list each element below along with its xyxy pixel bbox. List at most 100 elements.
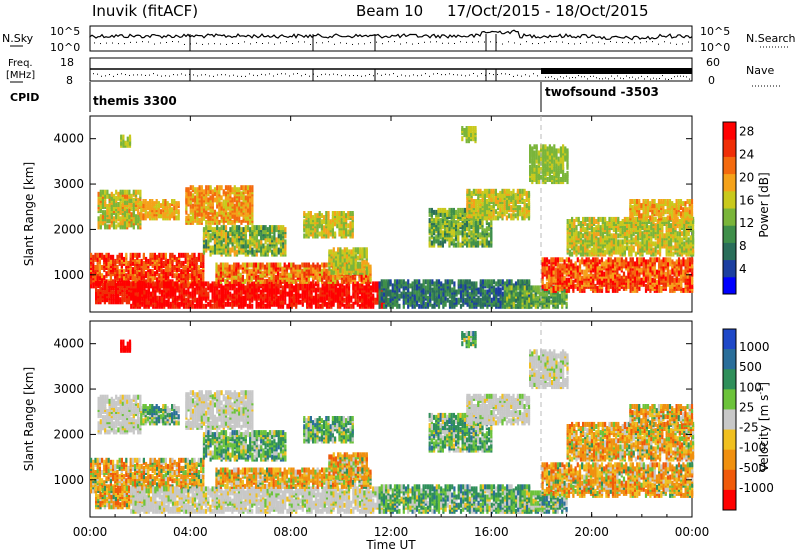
power-cell bbox=[172, 281, 174, 286]
power-cell bbox=[363, 285, 365, 290]
nsearch-dot bbox=[376, 42, 377, 43]
power-cell bbox=[381, 292, 383, 297]
power-cell bbox=[462, 279, 464, 284]
power-cell bbox=[209, 283, 211, 288]
power-cell bbox=[425, 285, 427, 290]
power-cell bbox=[490, 205, 492, 210]
power-cell bbox=[190, 300, 192, 305]
power-cell bbox=[310, 265, 312, 270]
nave-dot bbox=[677, 76, 678, 77]
power-cell bbox=[482, 191, 484, 196]
power-cell bbox=[264, 265, 266, 270]
power-cell bbox=[137, 298, 139, 303]
power-cell bbox=[231, 265, 233, 270]
nave-dot bbox=[481, 73, 482, 74]
nsky-trace bbox=[90, 30, 692, 51]
power-cell bbox=[284, 227, 286, 232]
power-cell bbox=[192, 204, 194, 209]
power-cell bbox=[163, 281, 165, 286]
power-cell bbox=[240, 185, 242, 190]
power-cell bbox=[288, 273, 290, 278]
power-cell bbox=[383, 304, 385, 309]
power-cell bbox=[447, 298, 449, 303]
nave-dot bbox=[563, 77, 564, 78]
power-cell bbox=[167, 201, 169, 206]
power-cell bbox=[141, 281, 143, 286]
power-cell bbox=[188, 187, 190, 192]
nave-dot bbox=[626, 76, 627, 77]
power-cell bbox=[257, 275, 259, 280]
power-cell bbox=[185, 265, 187, 270]
nave-dot bbox=[297, 73, 298, 74]
nave-dot bbox=[465, 75, 466, 76]
nsearch-dot bbox=[436, 41, 437, 42]
power-cell bbox=[260, 225, 262, 230]
power-cell bbox=[350, 249, 352, 254]
power-cell bbox=[265, 246, 267, 251]
power-cell bbox=[212, 227, 214, 232]
power-cell bbox=[267, 283, 269, 288]
nave-dot bbox=[205, 74, 206, 75]
power-cell bbox=[134, 253, 136, 258]
power-cell bbox=[127, 137, 129, 142]
power-cell bbox=[381, 279, 383, 284]
power-cell bbox=[377, 281, 379, 286]
power-cell bbox=[188, 214, 190, 219]
power-cell bbox=[158, 273, 160, 278]
power-cell bbox=[519, 205, 521, 210]
power-cell bbox=[275, 263, 277, 268]
power-cell bbox=[102, 283, 104, 288]
power-cell bbox=[229, 185, 231, 190]
power-cell bbox=[229, 292, 231, 297]
power-cell bbox=[196, 283, 198, 288]
power-cell bbox=[108, 281, 110, 286]
power-cell bbox=[493, 189, 495, 194]
power-cell bbox=[198, 253, 200, 258]
power-cell bbox=[344, 298, 346, 303]
power-cell bbox=[517, 189, 519, 194]
power-cell bbox=[225, 191, 227, 196]
power-cell bbox=[207, 281, 209, 286]
nave-dot bbox=[397, 76, 398, 77]
nave-dot bbox=[177, 74, 178, 75]
power-cell bbox=[345, 213, 347, 218]
power-cell bbox=[295, 279, 297, 284]
power-cell bbox=[301, 263, 303, 268]
nave-dot bbox=[602, 78, 603, 79]
power-cell bbox=[190, 185, 192, 190]
power-cell bbox=[214, 210, 216, 215]
power-cell bbox=[175, 215, 177, 220]
power-cell bbox=[314, 265, 316, 270]
power-cell bbox=[223, 225, 225, 230]
power-cell bbox=[374, 298, 376, 303]
nsearch-dot bbox=[244, 41, 245, 42]
power-cell bbox=[276, 237, 278, 242]
power-cell bbox=[210, 185, 212, 190]
power-cell bbox=[149, 269, 151, 274]
power-cell bbox=[488, 222, 490, 227]
nave-dot bbox=[109, 74, 110, 75]
power-cell bbox=[244, 263, 246, 268]
power-cell bbox=[240, 202, 242, 207]
power-cell bbox=[323, 225, 325, 230]
nave-dot bbox=[201, 74, 202, 75]
nsearch-dot bbox=[106, 43, 107, 44]
power-cell bbox=[468, 239, 470, 244]
power-cell bbox=[196, 298, 198, 303]
nave-dot bbox=[277, 74, 278, 75]
power-cell bbox=[174, 255, 176, 260]
power-cell bbox=[225, 185, 227, 190]
power-cell bbox=[468, 189, 470, 194]
power-cell bbox=[506, 215, 508, 220]
nave-dot bbox=[129, 75, 130, 76]
nave-dot bbox=[365, 75, 366, 76]
power-cell bbox=[174, 265, 176, 270]
nsearch-dot bbox=[538, 43, 539, 44]
power-cell bbox=[394, 279, 396, 284]
power-cell bbox=[350, 304, 352, 309]
power-cell bbox=[442, 230, 444, 235]
power-cell bbox=[229, 237, 231, 242]
power-cell bbox=[113, 216, 115, 221]
power-cell bbox=[401, 292, 403, 297]
power-cell bbox=[336, 211, 338, 216]
